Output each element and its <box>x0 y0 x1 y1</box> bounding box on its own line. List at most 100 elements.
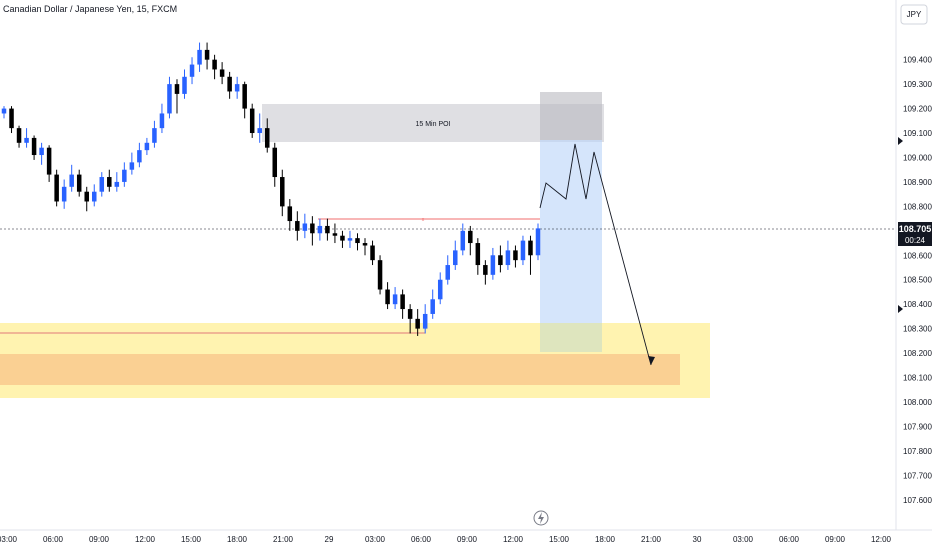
candle-body <box>370 245 375 261</box>
candle <box>249 103 255 138</box>
candle-body <box>189 64 195 77</box>
candle-body <box>362 243 368 246</box>
candle-body <box>490 255 496 275</box>
time-tick-label: 06:00 <box>411 535 432 544</box>
target-end-zone[interactable] <box>540 323 602 352</box>
candle <box>355 233 360 251</box>
price-tick-label: 108.400 <box>903 300 932 309</box>
candle <box>445 255 451 285</box>
candle <box>234 76 240 99</box>
price-tick-label: 107.700 <box>903 471 932 480</box>
candle-body <box>407 309 413 319</box>
price-tick-label: 108.000 <box>903 398 932 407</box>
range-marker-icon[interactable] <box>898 137 903 145</box>
price-tick-label: 108.100 <box>903 374 932 383</box>
candle <box>317 218 323 241</box>
candle <box>498 245 503 273</box>
candle <box>385 282 390 310</box>
candle <box>137 142 142 168</box>
candle-body <box>475 243 481 266</box>
price-axis[interactable]: 109.400 109.300 109.200 109.100 109.000 108.9… <box>903 56 932 505</box>
candle-body <box>227 76 232 92</box>
price-tick-label: 109.400 <box>903 56 932 65</box>
candle-body <box>332 233 338 236</box>
currency-button[interactable] <box>900 4 928 25</box>
candle <box>219 62 225 85</box>
candle <box>227 71 232 99</box>
candle-body <box>377 260 383 290</box>
candle-body <box>84 191 89 202</box>
candle-body <box>437 279 443 300</box>
candle <box>377 255 383 295</box>
price-tick-label: 108.600 <box>903 251 932 260</box>
entry-marker-icon: x <box>422 217 425 223</box>
candle-body <box>415 318 420 329</box>
candle-body <box>302 223 308 231</box>
candle <box>280 169 285 217</box>
time-tick-label: 12:00 <box>135 535 156 544</box>
candle-body <box>430 299 435 314</box>
candle-body <box>159 113 165 129</box>
last-price-value: 108.705 <box>899 224 932 234</box>
candle <box>212 54 217 80</box>
candle <box>264 118 270 153</box>
candle <box>107 169 112 192</box>
projection-arrowhead-icon <box>648 356 655 365</box>
time-axis[interactable]: 03:00 06:00 09:00 12:00 15:00 18:00 21:00 29 03:… <box>0 535 892 544</box>
candle-body <box>167 84 172 114</box>
candle <box>295 211 300 241</box>
candle-body <box>422 313 428 329</box>
candle <box>483 260 488 285</box>
candle <box>16 125 22 148</box>
candle-body <box>498 255 503 266</box>
candle <box>129 152 135 175</box>
price-tick-label: 109.100 <box>903 129 932 138</box>
candle <box>39 142 44 165</box>
candle <box>91 184 97 207</box>
candle <box>76 169 82 197</box>
candle <box>197 42 202 72</box>
time-tick-label: 18:00 <box>227 535 248 544</box>
candle <box>453 240 458 270</box>
candle <box>528 235 533 275</box>
candle-body <box>520 240 526 261</box>
time-tick-label: 12:00 <box>871 535 892 544</box>
countdown-value: 00:24 <box>905 236 926 245</box>
candle-body <box>204 49 210 60</box>
price-tick-label: 107.600 <box>903 496 932 505</box>
projection-path[interactable] <box>539 143 652 366</box>
candle <box>400 289 405 319</box>
candle <box>99 172 105 197</box>
candle-body <box>453 250 458 266</box>
candle-body <box>9 108 14 129</box>
candle <box>513 245 518 268</box>
candle-body <box>219 69 225 77</box>
candle <box>204 42 210 70</box>
time-tick-label: 03:00 <box>365 535 386 544</box>
candle-body <box>535 228 541 256</box>
candle <box>122 162 127 187</box>
candle-body <box>31 137 37 156</box>
candle-body <box>295 221 300 231</box>
stop-loss-zone[interactable] <box>540 92 602 140</box>
candle <box>46 145 52 182</box>
candle <box>407 304 413 334</box>
chart-title: Canadian Dollar / Japanese Yen, 15, FXCM <box>3 4 177 14</box>
range-marker-icon[interactable] <box>898 305 903 313</box>
candle <box>167 76 172 119</box>
demand-inner-zone[interactable] <box>0 354 680 385</box>
candle <box>370 240 375 266</box>
candle <box>69 164 74 192</box>
candle-body <box>234 84 240 92</box>
candle-body <box>505 250 511 266</box>
candle <box>159 103 165 134</box>
currency-label: JPY <box>907 10 922 19</box>
candle-body <box>76 174 82 192</box>
candle <box>84 186 89 212</box>
candle <box>9 106 14 134</box>
candle-body <box>16 128 22 143</box>
price-tick-label: 108.500 <box>903 276 932 285</box>
candle <box>310 216 315 246</box>
time-tick-label: 21:00 <box>641 535 662 544</box>
